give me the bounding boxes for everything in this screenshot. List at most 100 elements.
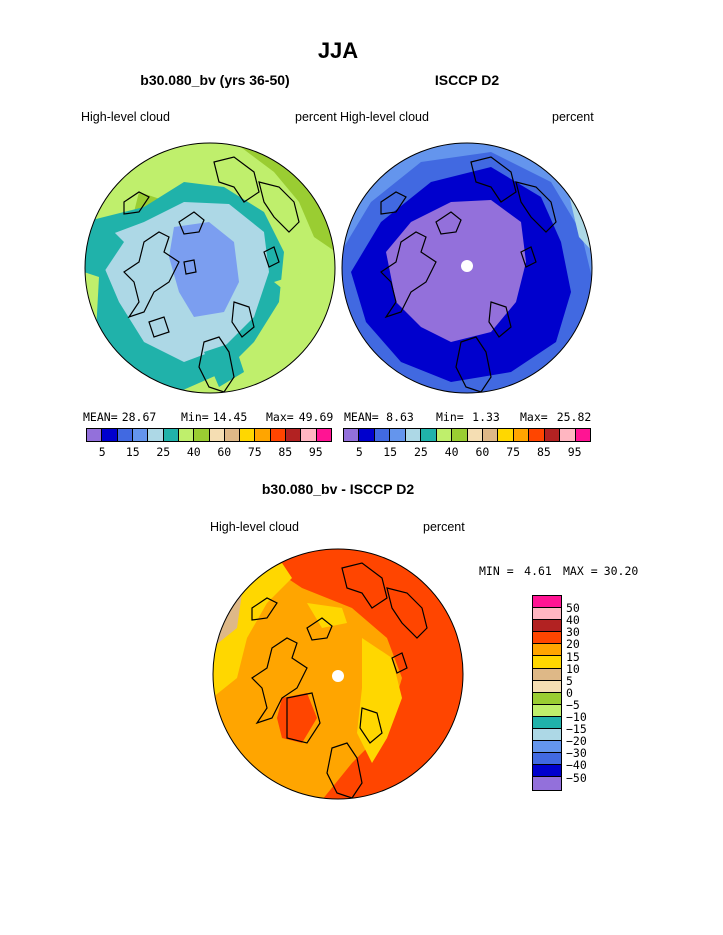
panel1-right-label: percent xyxy=(295,110,337,124)
panel3-colorbar-tick: 15 xyxy=(566,649,580,664)
panel1-colorbar-tick: 15 xyxy=(125,445,140,459)
panel3-colorbar-tick: 40 xyxy=(566,613,580,628)
panel2-colorbar-tick: 15 xyxy=(383,445,398,459)
panel2-map-border xyxy=(341,142,593,394)
panel3-left-label: High-level cloud xyxy=(210,520,299,534)
panel3-field-gold-north xyxy=(307,603,347,628)
panel2-title: ISCCP D2 xyxy=(434,72,500,88)
panel3-colorbar-tick: −30 xyxy=(566,746,587,761)
panel3-colorbar-swatch xyxy=(533,596,561,609)
panel1-colorbar-swatch xyxy=(163,429,179,441)
panel3-colorbar-tick: −10 xyxy=(566,710,587,724)
panel1-colorbar-swatch xyxy=(286,429,302,441)
panel2-colorbar-swatch xyxy=(436,429,453,441)
panel3-colorbar-tick: −50 xyxy=(566,770,587,785)
panel2-colorbar-swatch xyxy=(390,429,406,441)
panel3-max-label: MAX = xyxy=(563,564,598,578)
panel2-colorbar-swatch xyxy=(575,429,590,441)
panel1-min-label: Min= xyxy=(181,410,209,424)
panel1-colorbar-swatch xyxy=(102,429,118,441)
panel1-colorbar-swatch xyxy=(224,429,241,441)
panel1-colorbar-swatch xyxy=(209,429,225,441)
panel1-map xyxy=(84,142,336,394)
panel1-colorbar-swatch xyxy=(316,429,331,441)
panel2-colorbar-swatch xyxy=(467,429,483,441)
panel1-min-value: 14.45 xyxy=(212,410,248,424)
panel3-colorbar-swatch xyxy=(533,620,561,633)
panel3-colorbar-swatch xyxy=(533,716,561,730)
panel3-colorbar-swatch xyxy=(533,704,561,717)
panel3-min-value: 4.61 xyxy=(524,564,552,578)
panel2-colorbar-swatch xyxy=(421,429,437,441)
panel3-colorbar-swatch xyxy=(533,632,561,645)
panel1-max-value: 49.69 xyxy=(298,410,334,424)
panel3-colorbar-tick: −20 xyxy=(566,734,587,749)
panel1-colorbar-swatch xyxy=(178,429,195,441)
panel2-colorbar-swatch xyxy=(359,429,375,441)
panel2-coastlines xyxy=(380,156,557,393)
panel1-max-label: Max= xyxy=(266,410,294,424)
panel3-colorbar-tick: 0 xyxy=(566,685,573,700)
panel3-colorbar-swatch xyxy=(533,668,561,681)
panel3-colorbar-tick: 5 xyxy=(566,673,573,688)
panel2-map xyxy=(341,142,593,394)
panel1-colorbar-swatch xyxy=(194,429,210,441)
panel1-colorbar-swatch xyxy=(87,429,103,441)
panel3-colorbar-swatch xyxy=(533,608,561,621)
panel1-colorbar-tick: 60 xyxy=(217,445,232,459)
panel2-colorbar-tick: 85 xyxy=(536,445,551,459)
panel3-colorbar-tick: −15 xyxy=(566,722,587,737)
panel3-map-border xyxy=(212,548,464,800)
panel3-max-value: 30.20 xyxy=(603,564,639,578)
panel1-field-slate xyxy=(169,222,239,317)
panel1-mean-label: MEAN= xyxy=(83,410,118,424)
panel1-mean-value: 28.67 xyxy=(121,410,157,424)
panel3-colorbar-tick: 30 xyxy=(566,625,580,640)
panel2-colorbar-swatch xyxy=(498,429,514,441)
panel1-colorbar-tick: 75 xyxy=(247,445,262,459)
panel3-colorbar-swatch xyxy=(533,692,561,705)
panel1-colorbar-swatch xyxy=(240,429,256,441)
panel1-colorbar-tick: 5 xyxy=(98,445,106,459)
panel3-right-label: percent xyxy=(423,520,465,534)
panel3-map xyxy=(212,548,464,800)
panel2-colorbar-swatch xyxy=(513,429,530,441)
panel2-colorbar-swatch xyxy=(482,429,499,441)
panel1-colorbar-swatch xyxy=(301,429,317,441)
panel2-min-label: Min= xyxy=(436,410,464,424)
panel1-colorbar-swatch xyxy=(270,429,287,441)
panel1-colorbar-swatch xyxy=(132,429,149,441)
panel2-colorbar-tick: 95 xyxy=(567,445,582,459)
panel1-field-teal-west xyxy=(85,227,124,272)
panel2-right-label: percent xyxy=(552,110,594,124)
panel3-coastlines xyxy=(251,562,428,799)
panel1-colorbar-tick: 25 xyxy=(156,445,171,459)
panel3-colorbar-swatch xyxy=(533,765,561,778)
panel2-colorbar-tick: 75 xyxy=(506,445,521,459)
panel2-colorbar-swatch xyxy=(344,429,360,441)
panel2-colorbar-swatch xyxy=(544,429,561,441)
panel2-pole-mask xyxy=(461,260,473,272)
panel3-colorbar-swatch xyxy=(533,741,561,754)
panel3-colorbar-swatch xyxy=(533,656,561,669)
panel2-mean-label: MEAN= xyxy=(344,410,379,424)
panel2-colorbar-swatch xyxy=(452,429,468,441)
panel3-colorbar-tick: 20 xyxy=(566,637,580,652)
panel1-field-lime-east xyxy=(274,262,335,312)
panel1-colorbar-tick: 95 xyxy=(308,445,323,459)
panel2-colorbar-swatch xyxy=(374,429,391,441)
panel1-coastlines xyxy=(123,156,300,393)
panel3-colorbar-swatch xyxy=(533,753,561,766)
panel2-colorbar-tick: 5 xyxy=(355,445,363,459)
panel2-colorbar-swatch xyxy=(560,429,576,441)
panel2-colorbar-tick: 40 xyxy=(444,445,459,459)
panel1-title: b30.080_bv (yrs 36-50) xyxy=(140,72,290,88)
panel3-title: b30.080_bv - ISCCP D2 xyxy=(261,481,415,497)
panel3-colorbar-swatch xyxy=(533,729,561,742)
panel2-left-label: High-level cloud xyxy=(340,110,429,124)
panel3-min-label: MIN = xyxy=(479,564,514,578)
panel3-field-gold-central xyxy=(357,638,402,763)
panel1-field-lime-west xyxy=(85,272,99,332)
panel1-map-border xyxy=(84,142,336,394)
panel3-colorbar xyxy=(532,595,562,791)
